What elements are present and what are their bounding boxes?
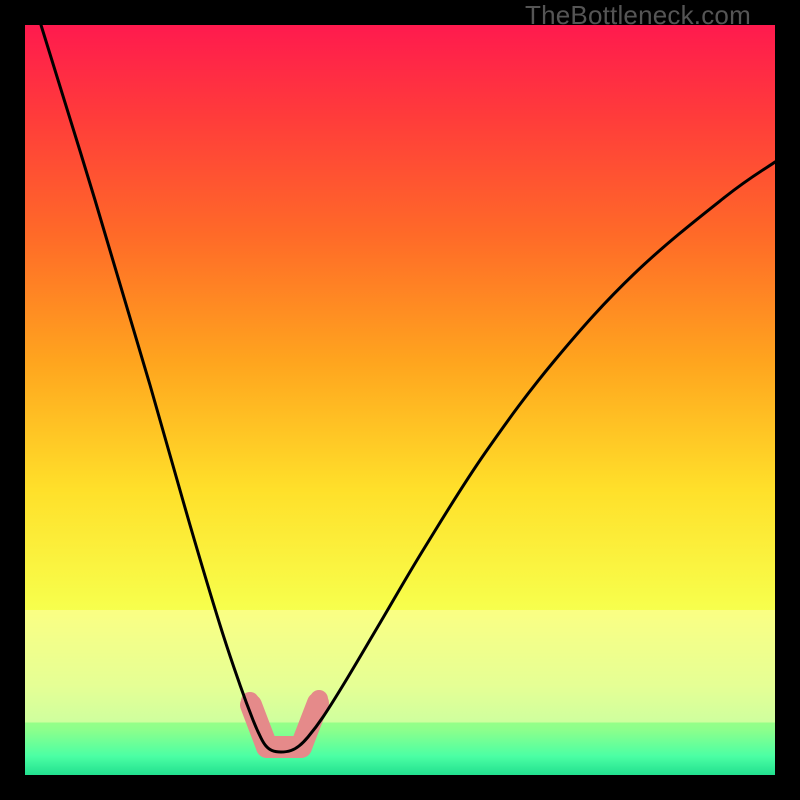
chart-frame	[0, 0, 800, 800]
pale-yellow-band	[25, 610, 775, 723]
watermark-text: TheBottleneck.com	[525, 0, 751, 31]
chart-svg	[25, 25, 775, 775]
